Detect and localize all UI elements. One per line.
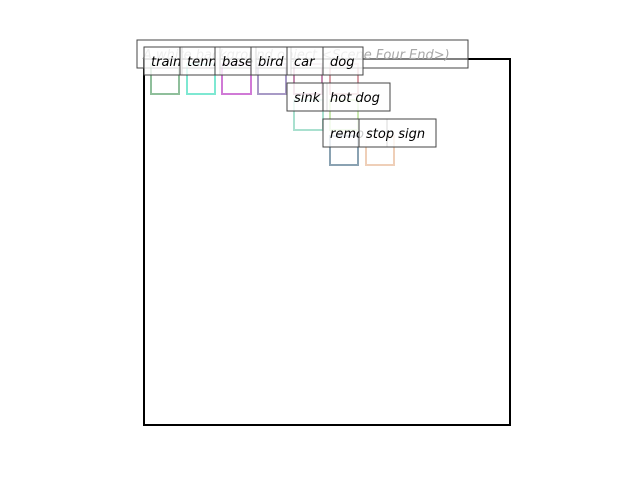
remote-label: remo <box>330 127 364 142</box>
train-label: train <box>151 55 181 70</box>
bird-label: bird <box>258 55 284 70</box>
scene-frame <box>143 58 511 426</box>
stop-sign-label: stop sign <box>366 127 425 142</box>
sink-label: sink <box>294 91 321 106</box>
dog-label: dog <box>330 55 354 70</box>
car-label: car <box>294 55 316 70</box>
dog-tag <box>322 46 364 76</box>
tennis-label: tenn <box>187 55 217 70</box>
baseball-label: base <box>222 55 253 70</box>
bird-tag <box>250 46 292 76</box>
stop-sign-tag <box>358 118 437 148</box>
baseball-tag <box>214 46 257 76</box>
tennis-tag <box>179 46 221 76</box>
car-tag <box>286 46 324 76</box>
hot-dog-label: hot dog <box>330 91 380 106</box>
hot-dog-tag <box>322 82 391 112</box>
sink-tag <box>286 82 328 112</box>
